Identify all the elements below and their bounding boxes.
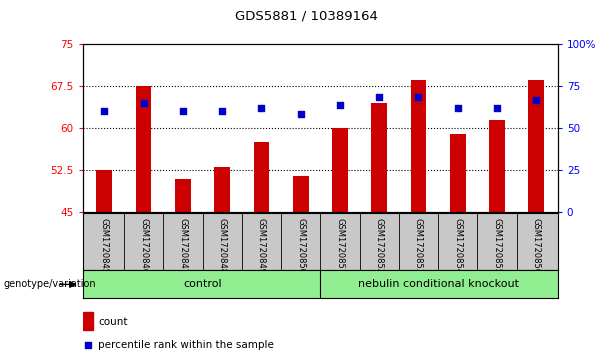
Point: [375, 94, 384, 100]
Point: [453, 105, 463, 111]
Text: GSM1720855: GSM1720855: [492, 218, 501, 274]
Text: GSM1720845: GSM1720845: [100, 218, 109, 274]
Bar: [83, 312, 93, 330]
Point: [531, 97, 541, 103]
Point: [492, 105, 502, 111]
Text: GSM1720854: GSM1720854: [453, 218, 462, 274]
Text: genotype/variation: genotype/variation: [3, 280, 96, 289]
Bar: [528, 80, 544, 212]
Point: [178, 108, 188, 114]
Point: [139, 100, 148, 106]
Text: GSM1720850: GSM1720850: [296, 218, 305, 274]
Point: [217, 108, 227, 114]
Bar: [135, 86, 151, 212]
Text: control: control: [183, 280, 222, 289]
Bar: [489, 119, 505, 212]
Bar: [293, 176, 308, 212]
Point: [335, 102, 345, 108]
Bar: [96, 170, 112, 212]
Text: GSM1720847: GSM1720847: [178, 218, 188, 274]
Point: [295, 111, 305, 117]
Point: [363, 235, 373, 241]
Text: percentile rank within the sample: percentile rank within the sample: [98, 340, 274, 350]
Text: GSM1720852: GSM1720852: [375, 218, 384, 274]
Text: GSM1720849: GSM1720849: [257, 218, 266, 274]
Bar: [450, 134, 465, 212]
Text: GSM1720848: GSM1720848: [218, 218, 227, 274]
Text: GSM1720851: GSM1720851: [335, 218, 345, 274]
Bar: [332, 128, 348, 212]
Point: [256, 105, 266, 111]
Text: GDS5881 / 10389164: GDS5881 / 10389164: [235, 9, 378, 22]
Point: [99, 108, 109, 114]
Text: GSM1720856: GSM1720856: [531, 218, 541, 274]
Bar: [254, 142, 269, 212]
Point: [414, 94, 424, 100]
Bar: [175, 179, 191, 212]
Bar: [371, 103, 387, 212]
Bar: [215, 167, 230, 212]
Text: nebulin conditional knockout: nebulin conditional knockout: [357, 280, 519, 289]
Text: count: count: [98, 317, 128, 327]
Text: GSM1720853: GSM1720853: [414, 218, 423, 274]
Text: GSM1720846: GSM1720846: [139, 218, 148, 274]
Bar: [411, 80, 426, 212]
